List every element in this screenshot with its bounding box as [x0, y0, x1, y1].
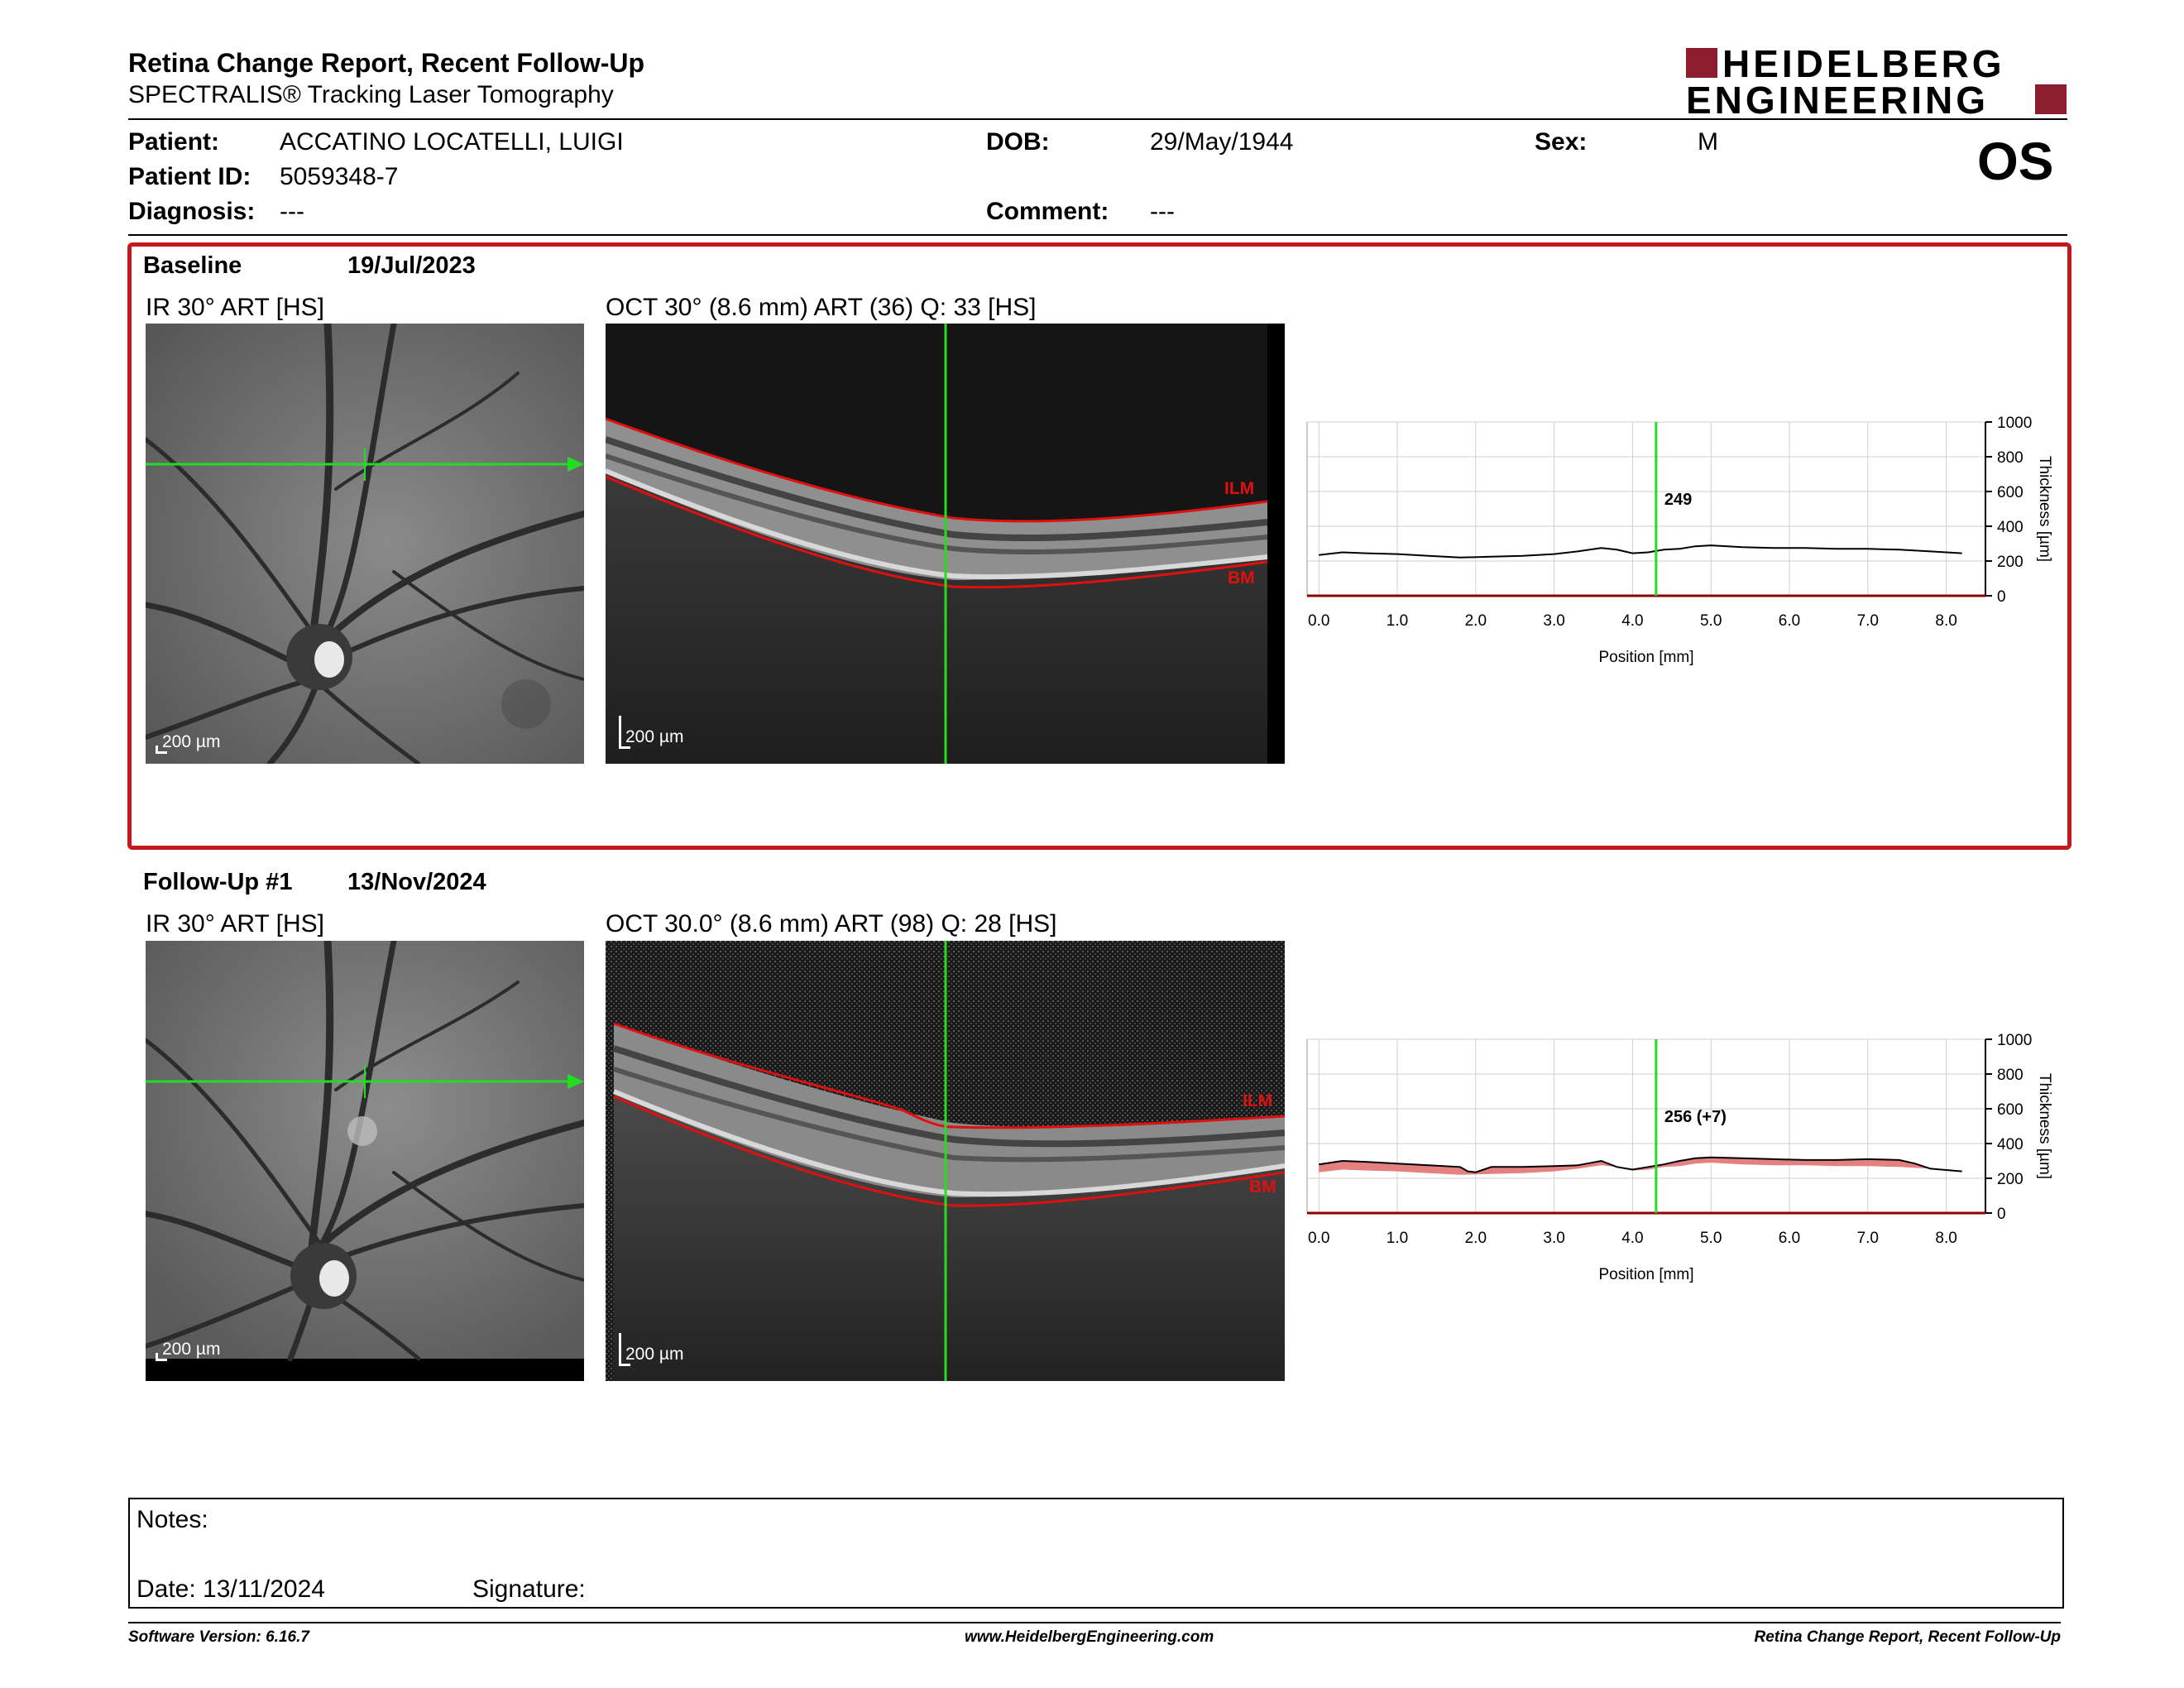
x-tick-label: 0.0	[1308, 612, 1329, 630]
sex-value: M	[1698, 128, 1718, 156]
baseline-thickness-chart: 1000 800 600 400 200 0 0.0 1.0 2.0 3.0 4.0 5.0 6.0 7.…	[1306, 415, 2053, 666]
baseline-bm-label: BM	[1228, 568, 1255, 587]
y-tick-label: 600	[1997, 1101, 2024, 1119]
baseline-ir-scale-text: 200 µm	[162, 732, 221, 751]
followup-oct-bscan-image[interactable]: ILM BM 200 µm	[606, 941, 1285, 1381]
baseline-ir-scalebar: 200 µm	[156, 724, 238, 757]
notes-label: Notes:	[136, 1506, 208, 1533]
notes-signature: Signature:	[472, 1575, 586, 1603]
followup-label: Follow-Up #1	[143, 869, 293, 895]
comment-value: ---	[1150, 198, 1175, 225]
footer-website[interactable]: www.HeidelbergEngineering.com	[965, 1628, 1214, 1646]
eye-label: OS	[1977, 132, 2054, 191]
x-tick-label: 1.0	[1387, 1230, 1408, 1247]
y-tick-label: 400	[1997, 1136, 2024, 1153]
x-tick-label: 7.0	[1857, 612, 1879, 630]
y-axis-label: Thickness [µm]	[2036, 456, 2053, 562]
followup-ir-scalebar: 200 µm	[156, 1331, 238, 1364]
baseline-ir-fundus-image[interactable]: 200 µm	[146, 324, 584, 764]
report-title: Retina Change Report, Recent Follow-Up	[128, 48, 645, 78]
baseline-oct-scale-text: 200 µm	[625, 727, 684, 746]
followup-bm-label: BM	[1249, 1177, 1276, 1196]
followup-thickness-chart: 1000 800 600 400 200 0 0.0 1.0 2.0 3.0 4.0 5.0 6.0 7.…	[1306, 1032, 2053, 1283]
baseline-frame	[127, 242, 2071, 850]
followup-oct-title: OCT 30.0° (8.6 mm) ART (98) Q: 28 [HS]	[606, 910, 1057, 938]
x-tick-label: 2.0	[1465, 1230, 1487, 1247]
report-subtitle: SPECTRALIS® Tracking Laser Tomography	[128, 81, 614, 108]
followup-date: 13/Nov/2024	[347, 869, 486, 895]
sex-label: Sex:	[1535, 128, 1588, 156]
y-tick-label: 0	[1997, 588, 2006, 606]
baseline-ilm-label: ILM	[1224, 479, 1255, 498]
followup-thickness-line	[1319, 1156, 1962, 1173]
x-tick-label: 6.0	[1779, 612, 1800, 630]
y-tick-label: 600	[1997, 484, 2024, 501]
thickness-change-area	[1319, 1157, 1962, 1175]
footer-software: Software Version: 6.16.7	[128, 1628, 309, 1646]
followup-oct-scale-text: 200 µm	[625, 1345, 684, 1364]
dob-label: DOB:	[986, 128, 1050, 156]
x-axis-label: Position [mm]	[1598, 1266, 1693, 1283]
x-tick-label: 8.0	[1935, 612, 1956, 630]
baseline-date: 19/Jul/2023	[347, 252, 476, 279]
y-tick-label: 800	[1997, 1067, 2024, 1084]
baseline-ir-title: IR 30° ART [HS]	[146, 294, 324, 321]
baseline-thickness-line	[1319, 544, 1962, 559]
y-tick-label: 1000	[1997, 415, 2032, 432]
patient-id-label: Patient ID:	[128, 163, 251, 190]
followup-ir-fundus-image[interactable]: 200 µm	[146, 941, 584, 1381]
baseline-oct-title: OCT 30° (8.6 mm) ART (36) Q: 33 [HS]	[606, 294, 1037, 321]
y-tick-label: 200	[1997, 554, 2024, 571]
dob-value: 29/May/1944	[1150, 128, 1294, 156]
patient-label: Patient:	[128, 128, 220, 156]
x-tick-label: 6.0	[1779, 1230, 1800, 1247]
x-tick-label: 5.0	[1700, 1230, 1722, 1247]
x-tick-label: 5.0	[1700, 612, 1722, 630]
baseline-oct-bscan-image[interactable]: ILM BM 200 µm	[606, 324, 1285, 764]
x-tick-label: 7.0	[1857, 1230, 1879, 1247]
thickness-value-label: 256 (+7)	[1664, 1108, 1727, 1126]
baseline-label: Baseline	[143, 252, 242, 279]
diagnosis-label: Diagnosis:	[128, 198, 256, 225]
notes-box: Notes: Date: 13/11/2024 Signature:	[128, 1498, 2064, 1609]
x-tick-label: 8.0	[1935, 1230, 1956, 1247]
followup-ir-title: IR 30° ART [HS]	[146, 910, 324, 938]
thickness-value-label: 249	[1664, 491, 1692, 509]
x-tick-label: 4.0	[1621, 1230, 1643, 1247]
notes-date: Date: 13/11/2024	[136, 1575, 325, 1603]
y-tick-label: 800	[1997, 449, 2024, 467]
logo-line2: ENGINEERING	[1686, 79, 1990, 122]
y-tick-label: 200	[1997, 1171, 2024, 1188]
logo-line1: HEIDELBERG	[1722, 42, 2005, 85]
patient-id: 5059348-7	[280, 163, 399, 190]
x-tick-label: 1.0	[1387, 612, 1408, 630]
y-tick-label: 400	[1997, 519, 2024, 536]
followup-oct-scalebar: 200 µm	[619, 1333, 718, 1369]
x-axis-label: Position [mm]	[1598, 649, 1693, 666]
y-tick-label: 0	[1997, 1206, 2006, 1223]
x-tick-label: 4.0	[1621, 612, 1643, 630]
patient-name: ACCATINO LOCATELLI, LUIGI	[280, 128, 624, 156]
diagnosis-value: ---	[280, 198, 304, 225]
followup-ir-scale-text: 200 µm	[162, 1340, 221, 1359]
x-tick-label: 3.0	[1543, 612, 1564, 630]
comment-label: Comment:	[986, 198, 1109, 225]
heidelberg-logo: HEIDELBERG ENGINEERING	[1686, 42, 2067, 122]
y-tick-label: 1000	[1997, 1032, 2032, 1049]
x-tick-label: 2.0	[1465, 612, 1487, 630]
x-tick-label: 0.0	[1308, 1230, 1329, 1247]
baseline-oct-scalebar: 200 µm	[619, 716, 718, 752]
footer-report: Retina Change Report, Recent Follow-Up	[1754, 1628, 2061, 1646]
y-axis-label: Thickness [µm]	[2036, 1073, 2053, 1179]
followup-ilm-label: ILM	[1243, 1091, 1273, 1110]
x-tick-label: 3.0	[1543, 1230, 1564, 1247]
